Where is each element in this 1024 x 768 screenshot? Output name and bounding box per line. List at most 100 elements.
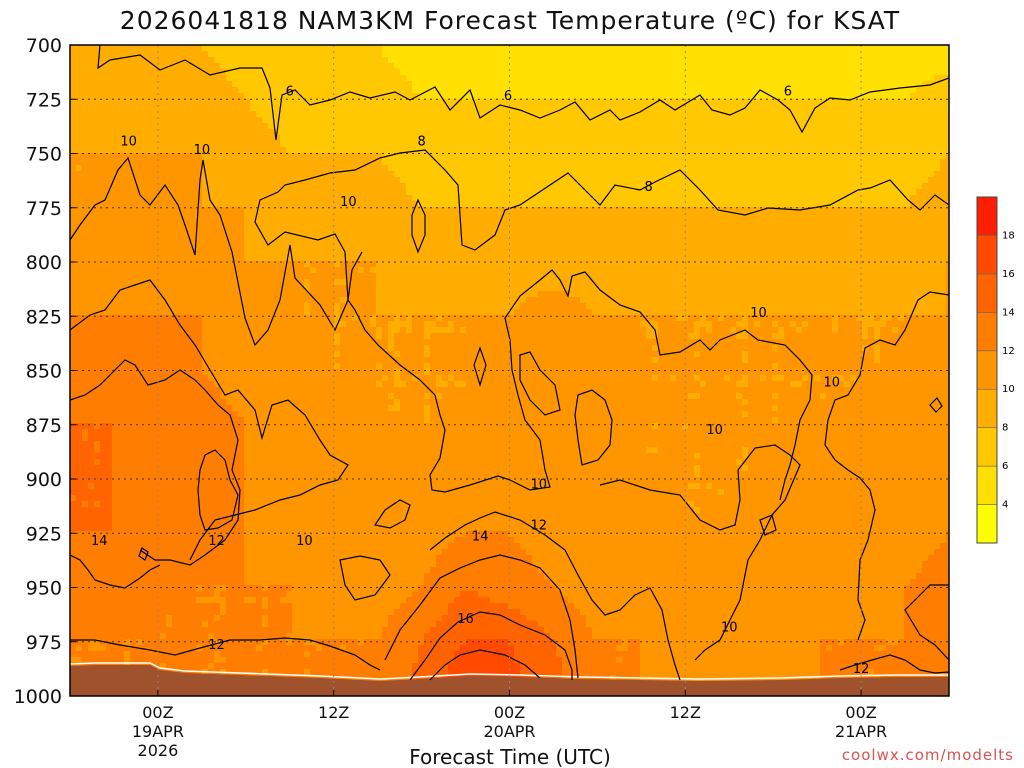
temperature-cell [388,243,395,250]
temperature-cell [154,159,161,166]
temperature-cell [730,147,737,154]
temperature-cell [856,99,863,106]
temperature-cell [232,219,239,226]
temperature-cell [328,123,335,130]
temperature-cell [340,201,347,208]
temperature-cell [874,177,881,184]
temperature-cell [322,51,329,58]
temperature-cell [742,63,749,70]
temperature-cell [364,111,371,118]
temperature-cell [634,135,641,142]
temperature-cell [226,147,233,154]
temperature-cell [544,231,551,238]
temperature-cell [892,135,899,142]
temperature-cell [904,141,911,148]
temperature-cell [532,117,539,124]
temperature-cell [94,231,101,238]
temperature-cell [802,243,809,250]
temperature-cell [70,75,77,82]
temperature-cell [520,57,527,64]
temperature-cell [898,57,905,64]
temperature-cell [352,93,359,100]
temperature-cell [70,183,77,190]
temperature-cell [622,195,629,202]
temperature-cell [130,117,137,124]
temperature-cell [76,201,83,208]
temperature-cell [298,51,305,58]
temperature-cell [334,51,341,58]
temperature-cell [652,81,659,88]
temperature-cell [316,51,323,58]
temperature-cell [832,189,839,196]
temperature-cell [154,45,161,52]
temperature-cell [214,189,221,196]
temperature-cell [250,213,257,220]
temperature-cell [784,153,791,160]
temperature-cell [922,135,929,142]
temperature-cell [220,123,227,130]
temperature-cell [556,195,563,202]
temperature-cell [580,153,587,160]
temperature-cell [472,117,479,124]
temperature-cell [736,201,743,208]
temperature-cell [232,207,239,214]
temperature-cell [418,129,425,136]
temperature-cell [406,231,413,238]
temperature-cell [310,45,317,52]
temperature-cell [706,87,713,94]
temperature-cell [658,195,665,202]
temperature-cell [184,51,191,58]
temperature-cell [250,201,257,208]
temperature-cell [70,93,77,100]
temperature-cell [412,231,419,238]
temperature-cell [736,81,743,88]
temperature-cell [742,123,749,130]
temperature-cell [232,201,239,208]
temperature-cell [604,117,611,124]
temperature-cell [862,45,869,52]
temperature-cell [748,57,755,64]
temperature-cell [598,63,605,70]
temperature-cell [826,45,833,52]
temperature-cell [364,69,371,76]
temperature-cell [490,225,497,232]
temperature-cell [436,147,443,154]
temperature-cell [814,57,821,64]
temperature-cell [640,63,647,70]
temperature-cell [940,147,947,154]
temperature-cell [436,99,443,106]
temperature-cell [316,57,323,64]
temperature-cell [652,153,659,160]
temperature-cell [400,237,407,244]
temperature-cell [922,63,929,70]
temperature-cell [292,105,299,112]
temperature-cell [268,57,275,64]
temperature-cell [694,225,701,232]
temperature-cell [856,129,863,136]
temperature-cell [616,177,623,184]
temperature-cell [838,159,845,166]
temperature-cell [520,183,527,190]
temperature-cell [448,213,455,220]
temperature-cell [844,189,851,196]
temperature-cell [244,51,251,58]
temperature-cell [562,219,569,226]
temperature-cell [568,63,575,70]
temperature-cell [772,81,779,88]
temperature-cell [328,231,335,238]
temperature-cell [472,207,479,214]
temperature-cell [364,225,371,232]
temperature-cell [796,159,803,166]
temperature-cell [190,171,197,178]
temperature-cell [256,177,263,184]
temperature-cell [508,201,515,208]
temperature-cell [508,75,515,82]
temperature-cell [370,51,377,58]
temperature-cell [412,129,419,136]
temperature-cell [604,183,611,190]
temperature-cell [586,93,593,100]
temperature-cell [694,231,701,238]
temperature-cell [670,219,677,226]
temperature-cell [94,153,101,160]
temperature-cell [544,219,551,226]
